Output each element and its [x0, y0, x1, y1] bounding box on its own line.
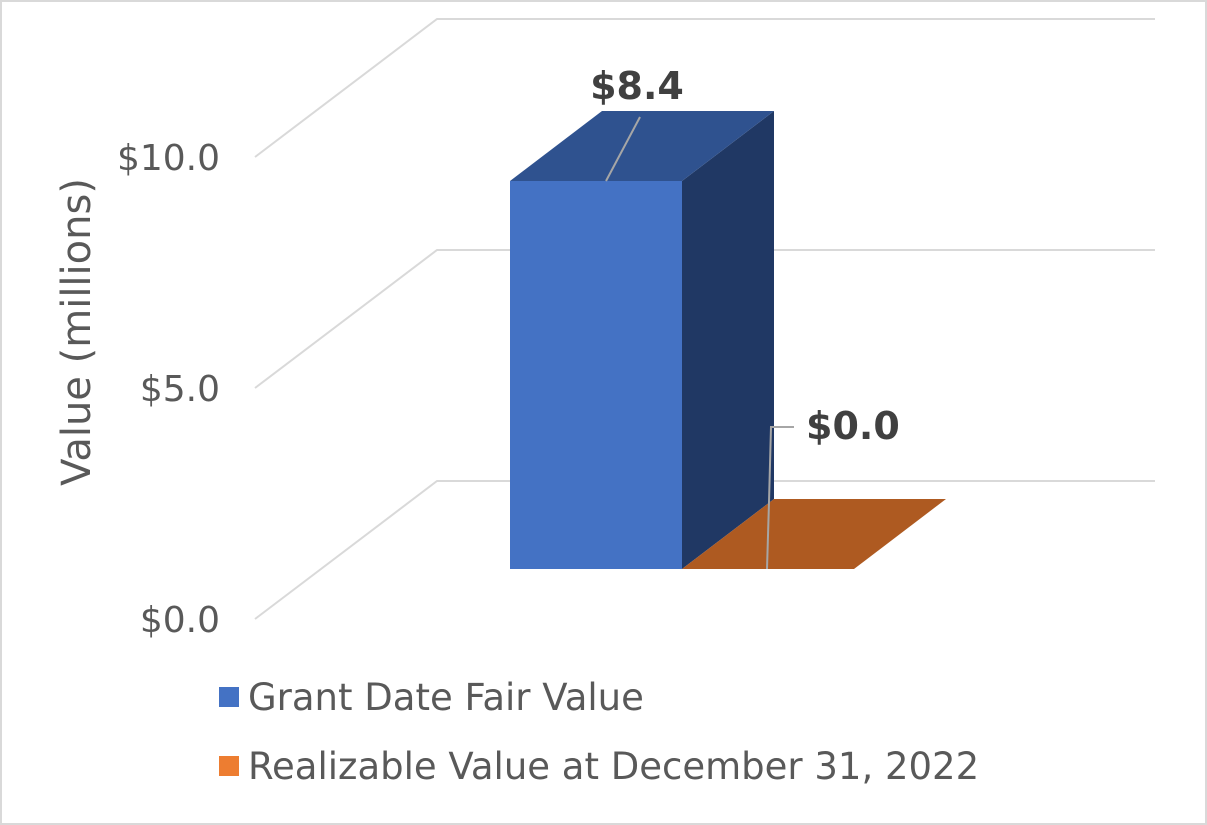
gridlines [254, 18, 1155, 620]
data-label-1: $0.0 [806, 404, 900, 448]
data-labels: $8.4 $0.0 [590, 64, 900, 570]
gridline-0 [254, 480, 1155, 620]
leader-line-1 [766, 426, 794, 570]
data-label-0: $8.4 [590, 64, 684, 108]
gridline-1 [254, 249, 1155, 389]
y-tick-label-0: $0.0 [140, 600, 220, 641]
gridline-2 [254, 18, 1155, 158]
bars [510, 111, 946, 569]
leader-line-0 [605, 116, 641, 182]
bar-top-face-0 [510, 111, 774, 181]
y-axis-ticks: $0.0 $5.0 $10.0 [117, 138, 220, 641]
legend-swatch-1 [219, 756, 239, 776]
y-tick-label-2: $10.0 [117, 138, 220, 179]
y-tick-label-1: $5.0 [140, 369, 220, 410]
bar-0 [510, 111, 774, 569]
bar-1 [682, 499, 946, 569]
legend-label-0: Grant Date Fair Value [248, 676, 644, 719]
bar-front-face-0 [510, 181, 682, 569]
legend-label-1: Realizable Value at December 31, 2022 [248, 745, 979, 788]
y-axis-title: Value (millions) [54, 178, 100, 486]
bar-top-face-1 [682, 499, 946, 569]
legend-swatch-0 [219, 687, 239, 707]
legend: Grant Date Fair Value Realizable Value at… [219, 676, 979, 788]
bar-side-face-0 [682, 111, 774, 569]
